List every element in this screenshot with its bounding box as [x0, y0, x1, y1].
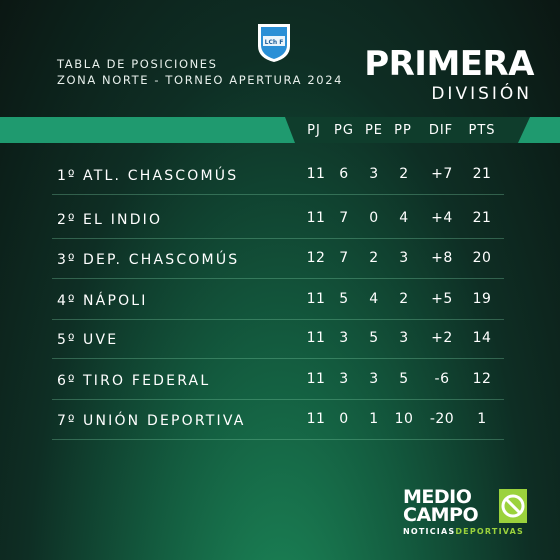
row-pts: 21	[472, 166, 492, 182]
row-pts: 20	[472, 250, 492, 266]
row-pe: 5	[369, 330, 379, 346]
page-title: PRIMERA	[364, 44, 534, 84]
table-row: 5º UVE 11 3 5 3 +2 14	[0, 319, 560, 359]
row-pg: 0	[339, 411, 349, 427]
header-line-2: ZONA NORTE - TORNEO APERTURA 2024	[57, 73, 344, 87]
row-pg: 7	[339, 210, 349, 226]
row-pe: 3	[369, 166, 379, 182]
row-position: 1º	[57, 168, 77, 184]
table-column-headers: PJ PG PE PP DIF PTS	[0, 123, 560, 143]
row-pe: 1	[369, 411, 379, 427]
row-dif: +4	[431, 210, 453, 226]
row-pp: 2	[399, 291, 409, 307]
row-pe: 0	[369, 210, 379, 226]
row-position: 3º	[57, 252, 77, 268]
table-row: 6º TIRO FEDERAL 11 3 3 5 -6 12	[0, 360, 560, 400]
row-pp: 3	[399, 330, 409, 346]
row-pj: 12	[306, 250, 326, 266]
row-pj: 11	[306, 330, 326, 346]
row-divider	[52, 194, 504, 195]
row-pg: 6	[339, 166, 349, 182]
row-divider	[52, 399, 504, 400]
row-dif: -20	[429, 411, 455, 427]
row-position: 7º	[57, 413, 77, 429]
column-header-pts: PTS	[468, 123, 496, 138]
row-team: ATL. CHASCOMÚS	[83, 168, 239, 184]
row-pj: 11	[306, 371, 326, 387]
row-team: UNIÓN DEPORTIVA	[83, 413, 246, 429]
row-team: EL INDIO	[83, 212, 163, 228]
row-divider	[52, 358, 504, 359]
page-subtitle: DIVISIÓN	[431, 84, 532, 104]
row-pj: 11	[306, 166, 326, 182]
row-pg: 3	[339, 330, 349, 346]
header-band	[0, 117, 560, 143]
row-dif: +7	[431, 166, 453, 182]
table-row: 7º UNIÓN DEPORTIVA 11 0 1 10 -20 1	[0, 400, 560, 440]
row-divider	[52, 439, 504, 440]
row-divider	[52, 238, 504, 239]
header-line-1: TABLA DE POSICIONES	[57, 57, 218, 71]
brand-logo: MEDIO CAMPO NOTICIASDEPORTIVAS	[403, 488, 529, 544]
row-pp: 2	[399, 166, 409, 182]
soccer-ball-icon	[499, 489, 527, 523]
row-position: 5º	[57, 332, 77, 348]
column-header-pg: PG	[334, 123, 354, 138]
brand-line-1: MEDIO	[403, 486, 472, 508]
row-divider	[52, 319, 504, 320]
row-pp: 10	[394, 411, 414, 427]
column-header-pe: PE	[364, 123, 384, 138]
row-position: 2º	[57, 212, 77, 228]
row-pg: 3	[339, 371, 349, 387]
row-pj: 11	[306, 210, 326, 226]
table-row: 4º NÁPOLI 11 5 4 2 +5 19	[0, 280, 560, 320]
row-dif: +2	[431, 330, 453, 346]
tagline-part-b: DEPORTIVAS	[455, 527, 524, 536]
row-dif: -6	[434, 371, 450, 387]
row-pj: 11	[306, 411, 326, 427]
row-dif: +5	[431, 291, 453, 307]
tagline-part-a: NOTICIAS	[403, 527, 456, 536]
row-pe: 3	[369, 371, 379, 387]
row-team: NÁPOLI	[83, 293, 148, 309]
row-pp: 3	[399, 250, 409, 266]
row-position: 6º	[57, 373, 77, 389]
table-row: 3º DEP. CHASCOMÚS 12 7 2 3 +8 20	[0, 239, 560, 279]
column-header-pj: PJ	[307, 123, 321, 138]
brand-line-2: CAMPO	[403, 504, 479, 526]
row-pe: 2	[369, 250, 379, 266]
row-pts: 1	[477, 411, 487, 427]
row-pts: 12	[472, 371, 492, 387]
row-team: DEP. CHASCOMÚS	[83, 252, 240, 268]
brand-wordmark: MEDIO CAMPO	[403, 486, 479, 526]
column-header-dif: DIF	[428, 123, 454, 138]
table-row: 2º EL INDIO 11 7 0 4 +4 21	[0, 199, 560, 239]
header-subtitle-block: TABLA DE POSICIONES ZONA NORTE - TORNEO …	[57, 56, 343, 88]
row-pts: 19	[472, 291, 492, 307]
league-badge-logo: LCh F	[254, 20, 294, 64]
row-pe: 4	[369, 291, 379, 307]
column-header-pp: PP	[394, 123, 412, 138]
row-pts: 14	[472, 330, 492, 346]
row-pj: 11	[306, 291, 326, 307]
row-pp: 4	[399, 210, 409, 226]
row-pg: 7	[339, 250, 349, 266]
row-dif: +8	[431, 250, 453, 266]
row-team: UVE	[83, 332, 119, 348]
table-row: 1º ATL. CHASCOMÚS 11 6 3 2 +7 21	[0, 155, 560, 195]
row-pp: 5	[399, 371, 409, 387]
brand-tagline: NOTICIASDEPORTIVAS	[403, 527, 524, 536]
row-pg: 5	[339, 291, 349, 307]
row-position: 4º	[57, 293, 77, 309]
badge-text: LCh F	[265, 39, 284, 46]
row-pts: 21	[472, 210, 492, 226]
row-divider	[52, 278, 504, 279]
row-team: TIRO FEDERAL	[83, 373, 211, 389]
